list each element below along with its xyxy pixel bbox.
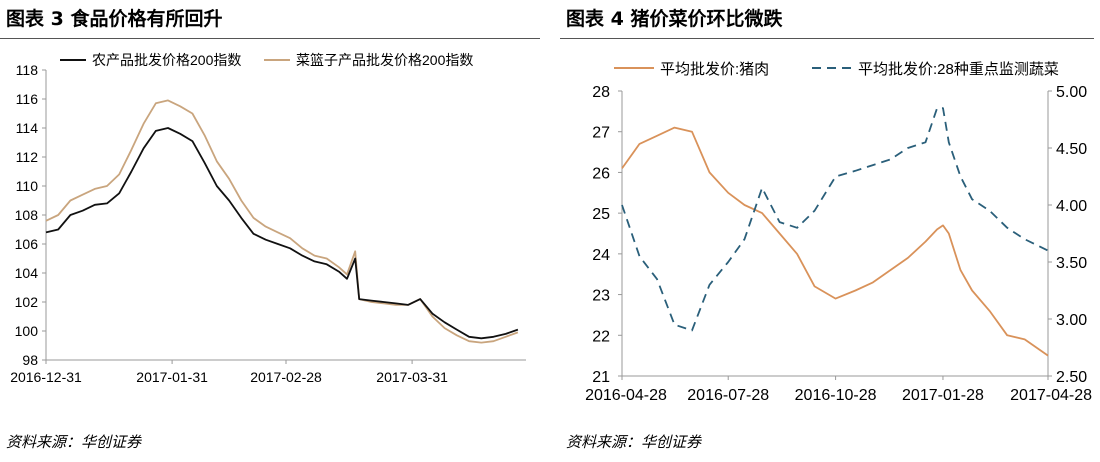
x-tick-label: 2017-03-31 <box>376 369 448 385</box>
x-tick-label: 2017-01-31 <box>136 369 208 385</box>
legend-label-0: 农产品批发价格200指数 <box>92 52 241 68</box>
y-tick-label: 116 <box>16 91 39 107</box>
right-panel-title: 图表 4 猪价菜价环比微跌 <box>566 8 783 30</box>
y-left-tick-label: 21 <box>592 369 610 386</box>
legend-label-1: 平均批发价:28种重点监测蔬菜 <box>858 61 1059 78</box>
left-panel: 图表 3 食品价格有所回升 98 100 102 104 106 108 110 112 114… <box>0 0 540 462</box>
series-line-1 <box>621 107 1049 332</box>
right-source-note: 资料来源：华创证券 <box>566 433 702 451</box>
y-left-tick-label: 26 <box>592 165 610 182</box>
y-left-tick-label: 28 <box>592 84 610 101</box>
x-tick-label: 2017-01-28 <box>902 387 984 404</box>
y-left-tick-label: 24 <box>592 247 610 264</box>
x-tick-label: 2016-04-28 <box>585 387 667 404</box>
right-panel: 图表 4 猪价菜价环比微跌 21 22 23 24 25 26 27 28 2.50 3.00 3.… <box>560 0 1100 462</box>
y-left-tick-label: 22 <box>592 328 610 345</box>
left-panel-title: 图表 3 食品价格有所回升 <box>6 8 223 30</box>
y-tick-label: 104 <box>15 265 39 281</box>
right-line-chart: 21 22 23 24 25 26 27 28 2.50 3.00 3.50 4.00 4.50 5.00… <box>585 61 1092 404</box>
y-left-tick-label: 27 <box>592 125 610 142</box>
y-tick-label: 106 <box>15 236 39 252</box>
x-tick-label: 2017-02-28 <box>250 369 322 385</box>
y-tick-label: 112 <box>16 149 39 165</box>
legend-label-0: 平均批发价:猪肉 <box>660 61 769 78</box>
y-tick-label: 98 <box>22 352 38 368</box>
y-tick-label: 100 <box>15 323 39 339</box>
x-tick-label: 2016-12-31 <box>10 369 82 385</box>
legend-label-1: 菜篮子产品批发价格200指数 <box>296 52 473 68</box>
series-line-0 <box>45 127 519 340</box>
y-tick-label: 110 <box>16 178 39 194</box>
y-tick-label: 118 <box>16 62 39 78</box>
y-right-tick-label: 4.50 <box>1056 141 1087 158</box>
y-left-tick-label: 23 <box>592 288 610 305</box>
y-right-tick-label: 3.00 <box>1056 312 1087 329</box>
y-right-tick-label: 3.50 <box>1056 255 1087 272</box>
x-tick-label: 2016-10-28 <box>795 387 877 404</box>
y-tick-label: 114 <box>16 120 39 136</box>
y-tick-label: 108 <box>15 207 39 223</box>
right-title-rule <box>560 38 1094 39</box>
left-source-note: 资料来源：华创证券 <box>6 433 142 451</box>
y-right-tick-label: 5.00 <box>1056 84 1087 101</box>
left-line-chart: 98 100 102 104 106 108 110 112 114 116 118 2016-12-… <box>10 52 526 385</box>
x-tick-label: 2017-04-28 <box>1010 387 1092 404</box>
left-title-rule <box>0 38 540 39</box>
y-right-tick-label: 2.50 <box>1056 369 1087 386</box>
x-tick-label: 2016-07-28 <box>687 387 769 404</box>
y-tick-label: 102 <box>15 294 39 310</box>
y-left-tick-label: 25 <box>592 206 610 223</box>
series-line-0 <box>621 126 1049 357</box>
y-right-tick-label: 4.00 <box>1056 198 1087 215</box>
series-line-1 <box>45 99 519 344</box>
